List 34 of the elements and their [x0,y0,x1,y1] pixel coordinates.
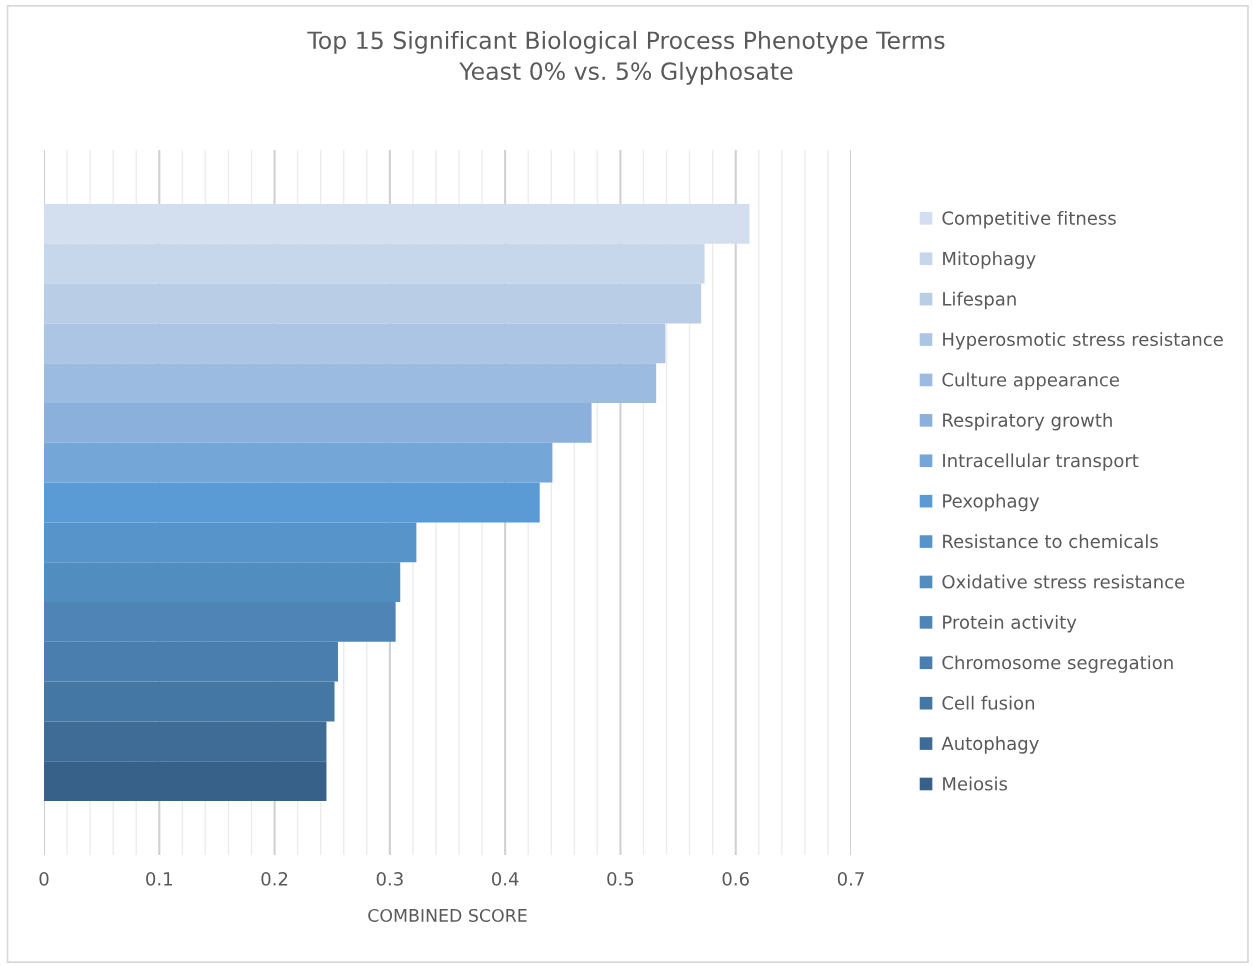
x-tick-label: 0.6 [722,871,749,886]
bar [44,323,666,364]
x-axis-title: COMBINED SCORE [368,908,527,923]
legend-label: Competitive fitness [942,210,1116,229]
legend-label: Respiratory growth [943,412,1112,431]
x-tick-label: 0.4 [491,871,519,886]
bar [44,204,750,244]
legend-label: Cell fusion [942,695,1035,710]
legend-label: Culture appearance [942,372,1119,391]
x-tick-label: 0.7 [837,871,864,886]
bar [44,403,592,443]
bar [44,283,702,324]
bar [44,721,327,762]
x-tick-label: 0 [39,871,49,886]
legend-label: Oxidative stress resistance [942,574,1185,589]
legend-label: Meiosis [943,776,1008,791]
bar [44,243,705,284]
bar [44,761,327,801]
legend-label: Chromosome segregation [942,655,1173,673]
bar [44,363,657,403]
x-tick-label: 0.5 [607,871,634,886]
legend-label: Mitophagy [943,251,1036,269]
legend-label: Hyperosmotic stress resistance [943,332,1223,350]
bar [44,442,553,483]
legend-label: Resistance to chemicals [943,534,1158,549]
legend-label: Protein activity [943,614,1077,633]
legend-label: Autophagy [941,736,1039,754]
chart-title: Top 15 Significant Biological Process Phenotype Terms Yeast 0% vs. 5% Glyphosate [307,30,945,85]
x-tick-label: 0.2 [261,871,288,886]
x-tick-label: 0.1 [146,871,172,886]
legend-label: Lifespan [943,291,1016,310]
legend-label: Intracellular transport [943,453,1139,471]
x-tick-label: 0.3 [376,871,403,886]
legend-label: Pexophagy [943,493,1040,512]
